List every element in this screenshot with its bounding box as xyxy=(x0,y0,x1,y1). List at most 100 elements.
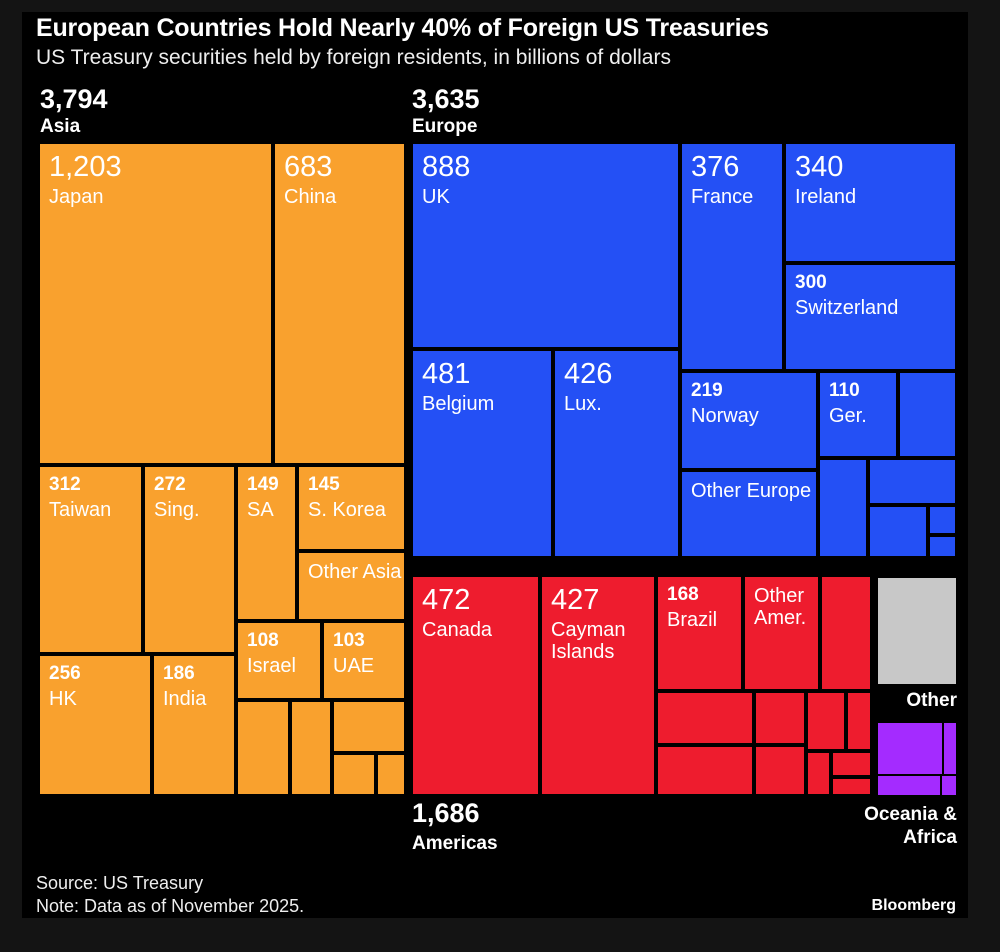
tile-asia-unlabeled xyxy=(332,700,406,753)
tile-taiwan: 312 Taiwan xyxy=(38,465,143,654)
tile-americas-unlabeled xyxy=(754,745,806,796)
tile-value: 376 xyxy=(691,151,740,183)
tile-label: SA xyxy=(247,499,274,521)
tile-europe-unlabeled xyxy=(868,458,957,505)
chart-source: Source: US Treasury Note: Data as of Nov… xyxy=(36,872,304,918)
tile-europe-unlabeled xyxy=(898,371,957,458)
tile-asia-unlabeled xyxy=(376,753,406,796)
tile-lux: 426 Lux. xyxy=(553,349,680,558)
americas-label: Americas xyxy=(412,833,498,854)
tile-label: Ireland xyxy=(795,186,857,208)
americas-total: 1,686 xyxy=(412,798,480,828)
tile-value: 186 xyxy=(163,663,195,684)
tile-americas-unlabeled xyxy=(820,575,872,691)
tile-brazil: 168 Brazil xyxy=(656,575,743,691)
tile-s-korea: 145 S. Korea xyxy=(297,465,406,551)
tile-other-amer: Other Amer. xyxy=(743,575,820,691)
tile-label: UAE xyxy=(333,655,375,677)
tile-label: India xyxy=(163,688,207,710)
tile-label: Other Asia xyxy=(308,561,402,583)
asia-label: Asia xyxy=(40,116,81,137)
tile-value: 472 xyxy=(422,584,471,616)
tile-asia-unlabeled xyxy=(332,753,376,796)
tile-value: 683 xyxy=(284,151,333,183)
oceania-africa-label: Oceania & Africa xyxy=(864,804,957,848)
tile-europe-unlabeled xyxy=(928,505,957,535)
tile-switzerland: 300 Switzerland xyxy=(784,263,957,371)
tile-americas-unlabeled xyxy=(656,745,754,796)
tile-oceania-africa-unlabeled xyxy=(876,774,942,797)
tile-label: Canada xyxy=(422,619,493,641)
tile-sing: 272 Sing. xyxy=(143,465,236,654)
source-text: Source: US Treasury xyxy=(36,873,204,893)
tile-americas-unlabeled xyxy=(846,691,872,751)
tile-value: 312 xyxy=(49,474,81,495)
tile-label: UK xyxy=(422,186,450,208)
tile-label: Brazil xyxy=(667,609,718,631)
tile-value: 256 xyxy=(49,663,81,684)
tile-norway: 219 Norway xyxy=(680,371,818,470)
tile-value: 426 xyxy=(564,358,613,390)
tile-value: 149 xyxy=(247,474,279,495)
tile-ger: 110 Ger. xyxy=(818,371,898,458)
tile-value: 168 xyxy=(667,584,699,605)
tile-uk: 888 UK xyxy=(411,142,680,349)
tile-hk: 256 HK xyxy=(38,654,152,796)
tile-value: 340 xyxy=(795,151,844,183)
tile-label: Norway xyxy=(691,405,759,427)
bloomberg-logo: Bloomberg xyxy=(871,897,956,914)
tile-oceania-africa-unlabeled xyxy=(876,721,944,776)
note-text: Note: Data as of November 2025. xyxy=(36,896,305,916)
tile-americas-unlabeled xyxy=(656,691,754,745)
tile-oceania-africa-unlabeled xyxy=(940,774,958,797)
tile-label: Taiwan xyxy=(49,499,112,521)
tile-value: 145 xyxy=(308,474,340,495)
tile-label: France xyxy=(691,186,754,208)
chart-subtitle: US Treasury securities held by foreign r… xyxy=(36,46,671,69)
tile-cayman-islands: 427 Cayman Islands xyxy=(540,575,656,796)
tile-value: 1,203 xyxy=(49,151,122,183)
tile-france: 376 France xyxy=(680,142,784,371)
tile-sa: 149 SA xyxy=(236,465,297,621)
tile-value: 110 xyxy=(829,380,860,401)
tile-label: Lux. xyxy=(564,393,602,415)
europe-total: 3,635 xyxy=(412,84,480,114)
tile-value: 300 xyxy=(795,272,827,293)
tile-label: Israel xyxy=(247,655,296,677)
tile-label: S. Korea xyxy=(308,499,386,521)
tile-value: 219 xyxy=(691,380,723,401)
tile-americas-unlabeled xyxy=(831,751,872,777)
tile-india: 186 India xyxy=(152,654,236,796)
tile-americas-unlabeled xyxy=(754,691,806,745)
tile-canada: 472 Canada xyxy=(411,575,540,796)
tile-label: Sing. xyxy=(154,499,200,521)
tile-label: Switzerland xyxy=(795,297,899,319)
tile-americas-unlabeled xyxy=(806,691,846,751)
tile-belgium: 481 Belgium xyxy=(411,349,553,558)
tile-label: China xyxy=(284,186,337,208)
tile-label: HK xyxy=(49,688,77,710)
tile-value: 427 xyxy=(551,584,600,616)
tile-china: 683 China xyxy=(273,142,406,465)
tile-asia-unlabeled xyxy=(290,700,332,796)
tile-label: Cayman Islands xyxy=(551,619,626,663)
tile-value: 272 xyxy=(154,474,186,495)
chart-title: European Countries Hold Nearly 40% of Fo… xyxy=(36,14,769,42)
tile-japan: 1,203 Japan xyxy=(38,142,273,465)
tile-value: 481 xyxy=(422,358,471,390)
tile-oceania-africa-unlabeled xyxy=(942,721,958,776)
tile-israel: 108 Israel xyxy=(236,621,322,700)
tile-label: Other Europe xyxy=(691,480,812,502)
tile-europe-unlabeled xyxy=(928,535,957,558)
tile-other-asia: Other Asia xyxy=(297,551,406,621)
tile-americas-unlabeled xyxy=(831,777,872,796)
tile-europe-unlabeled xyxy=(868,505,928,558)
tile-europe-unlabeled xyxy=(818,458,868,558)
tile-other-unlabeled xyxy=(876,576,958,686)
tile-value: 108 xyxy=(247,630,279,651)
tile-other-europe: Other Europe xyxy=(680,470,818,558)
asia-total: 3,794 xyxy=(40,84,108,114)
tile-ireland: 340 Ireland xyxy=(784,142,957,263)
tile-label: Belgium xyxy=(422,393,495,415)
tile-label: Ger. xyxy=(829,405,867,427)
